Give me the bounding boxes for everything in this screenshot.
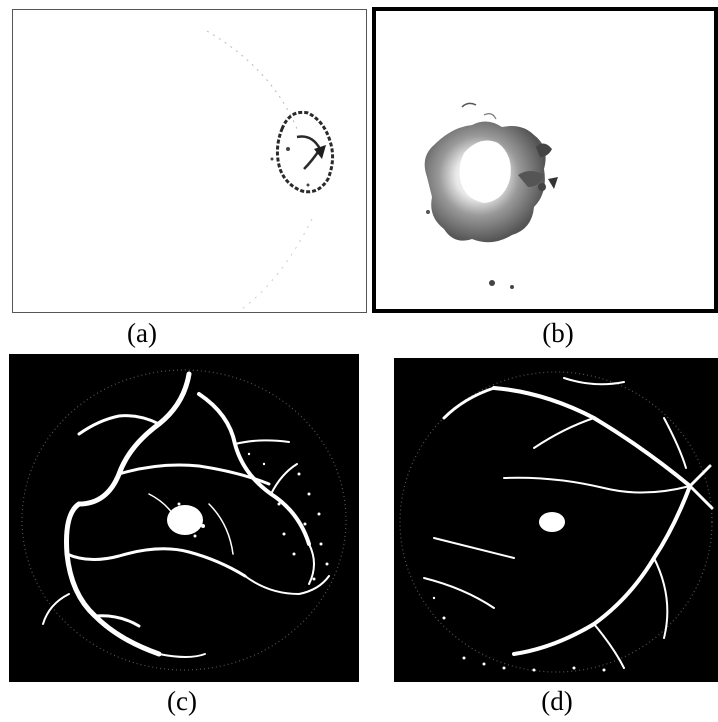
panel-d-image [394,358,718,682]
panel-c-image [9,354,359,682]
caption-a: (a) [127,318,157,348]
lesion-ring [270,110,335,194]
panel-a-svg [12,9,367,313]
lesion-blob [424,102,558,289]
caption-b: (b) [542,318,574,348]
caption-c: (c) [167,686,197,716]
panel-c-svg [9,354,359,682]
vessel-tree [42,371,330,658]
bright-lesion [167,502,205,538]
panel-b-svg [372,7,718,313]
panel-a-image [12,9,367,313]
panel-d-svg [394,358,718,682]
caption-d: (d) [541,686,573,716]
bright-lesion [539,512,565,532]
vessel-speckles [432,596,606,672]
exudate-speckles [247,452,329,581]
panel-b-image [372,7,718,313]
vessel-tree [423,377,714,669]
